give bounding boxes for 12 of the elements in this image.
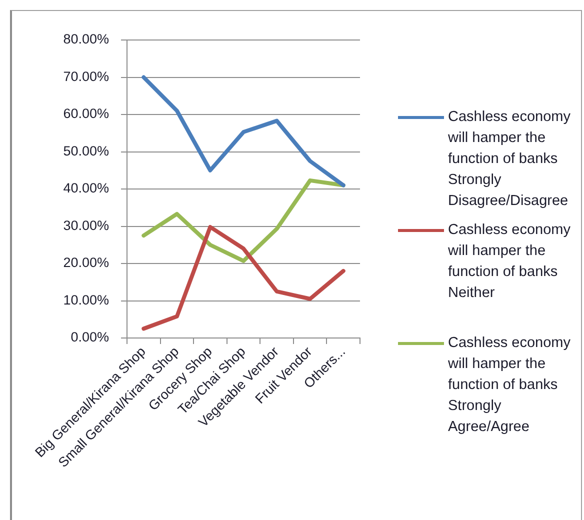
legend-label: Cashless economy will hamper the function of banks Neither — [448, 221, 572, 303]
y-tick-label: 60.00% — [63, 106, 109, 122]
y-tick-label: 80.00% — [63, 32, 109, 47]
legend-label: Cashless economy will hamper the function of banks Strongly Disagree/Disagree — [448, 108, 572, 211]
y-tick-label: 0.00% — [70, 330, 109, 345]
y-tick-label: 50.00% — [63, 143, 109, 158]
y-tick-label: 20.00% — [63, 255, 109, 270]
y-tick-label: 40.00% — [63, 180, 109, 196]
legend-label: Cashless economy will hamper the function of banks Strongly Agree/Agree — [448, 334, 572, 437]
y-tick-label: 70.00% — [63, 68, 109, 84]
y-tick-label: 10.00% — [63, 292, 109, 308]
y-tick-label: 30.00% — [63, 218, 109, 233]
